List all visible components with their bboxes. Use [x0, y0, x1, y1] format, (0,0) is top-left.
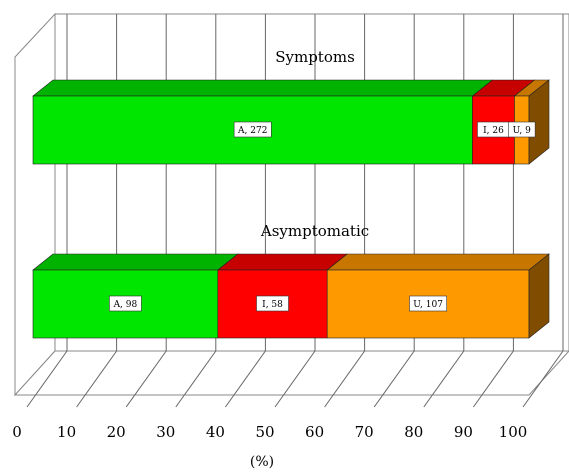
x-tick-label: 10: [57, 423, 76, 441]
floor: [13, 350, 569, 396]
bar-segment-side: [528, 79, 550, 165]
x-tick-label: 80: [404, 423, 423, 441]
bar-segment-label-box: [409, 295, 448, 312]
x-tick-label: 40: [206, 423, 225, 441]
bar-segment-label: I, 58: [262, 300, 283, 310]
bar-segment-label-box: [109, 295, 142, 312]
gridline-floor: [224, 350, 266, 408]
x-tick-label: 70: [355, 423, 374, 441]
bar-segment-label: A, 98: [113, 300, 138, 310]
gridline-floor: [175, 350, 217, 408]
bar-segment-label: I, 26: [483, 126, 504, 136]
gridlines: [26, 14, 564, 408]
gridline-floor: [76, 350, 118, 408]
gridline-floor: [324, 350, 366, 408]
x-tick-label: 0: [12, 423, 22, 441]
bars: Symptoms A, 272 I, 26 U, 9 Asymptomatic A, 98…: [32, 48, 550, 339]
bar-segment-top: [32, 253, 239, 271]
x-tick-label: 90: [454, 423, 473, 441]
gridline-floor: [125, 350, 167, 408]
category-label: Asymptomatic: [260, 222, 369, 240]
x-axis-ticks: 0 10 20 30 40 50 60 70 80 90 100: [12, 423, 527, 441]
bar-segment-label-box: [256, 295, 289, 312]
gridline-floor: [472, 350, 514, 408]
x-tick-label: 50: [255, 423, 274, 441]
bar-segment-label: U, 9: [513, 126, 531, 136]
x-axis-title: (%): [250, 454, 274, 470]
gridline-floor: [522, 350, 564, 408]
bar-segment-top: [32, 79, 494, 97]
bar-group: Asymptomatic A, 98 I, 58 U, 107: [32, 222, 550, 339]
bar-segment-label: A, 272: [237, 126, 267, 136]
x-tick-label: 20: [107, 423, 126, 441]
gridline-floor: [423, 350, 465, 408]
bar-segment-label-box: [233, 121, 272, 138]
gridline-floor: [26, 350, 68, 408]
x-tick-label: 100: [499, 423, 528, 441]
bar-segment-side: [528, 253, 550, 339]
gridline-floor: [373, 350, 415, 408]
x-tick-label: 60: [305, 423, 324, 441]
bar-group: Symptoms A, 272 I, 26 U, 9: [32, 48, 550, 165]
bar-segment-label-box: [508, 121, 536, 138]
bar-segment-top: [216, 253, 349, 271]
gridline-floor: [274, 350, 316, 408]
bar-segment-top: [326, 253, 550, 271]
x-tick-label: 30: [156, 423, 175, 441]
category-label: Symptoms: [275, 48, 355, 66]
bar-segment-label: U, 107: [413, 300, 443, 310]
